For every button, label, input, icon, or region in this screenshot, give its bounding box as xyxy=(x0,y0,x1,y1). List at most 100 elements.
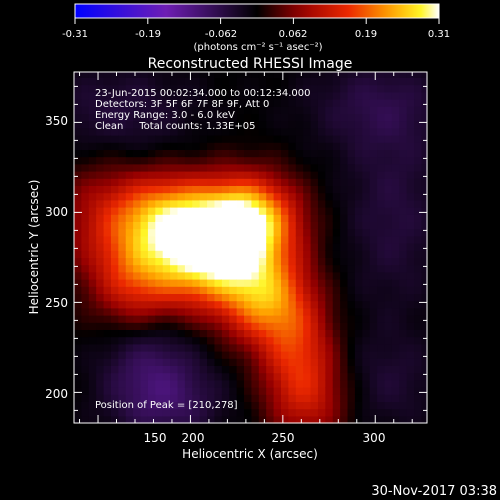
heatmap-cell xyxy=(125,235,134,244)
heatmap-cell xyxy=(340,207,349,215)
heatmap-cell xyxy=(199,135,208,143)
heatmap-cell xyxy=(317,300,326,309)
heatmap-cell xyxy=(332,192,341,201)
heatmap-cell xyxy=(177,329,186,338)
heatmap-cell xyxy=(377,279,386,287)
heatmap-cell xyxy=(362,178,371,186)
heatmap-cell xyxy=(96,415,105,424)
heatmap-cell xyxy=(295,127,304,136)
heatmap-cell xyxy=(391,408,400,417)
heatmap-cell xyxy=(340,250,349,258)
heatmap-cell xyxy=(244,72,253,78)
heatmap-cell xyxy=(310,408,319,417)
heatmap-cell xyxy=(192,235,201,244)
heatmap-cell xyxy=(133,329,142,338)
heatmap-cell xyxy=(251,142,260,150)
heatmap-cell xyxy=(177,77,186,86)
heatmap-cell xyxy=(303,322,312,330)
heatmap-cell xyxy=(414,279,423,287)
heatmap-cell xyxy=(103,415,112,424)
heatmap-cell xyxy=(229,235,238,244)
heatmap-cell xyxy=(280,315,289,323)
heatmap-cell xyxy=(192,99,201,107)
heatmap-cell xyxy=(133,300,142,309)
heatmap-cell xyxy=(221,171,230,179)
heatmap-cell xyxy=(125,185,134,194)
heatmap-cell xyxy=(280,286,289,294)
heatmap-cell xyxy=(147,336,156,345)
heatmap-cell xyxy=(221,185,230,194)
heatmap-cell xyxy=(414,329,423,338)
heatmap-cell xyxy=(103,307,112,316)
heatmap-cell xyxy=(221,113,230,122)
heatmap-cell xyxy=(170,127,179,136)
heatmap-cell xyxy=(310,415,319,424)
heatmap-cell xyxy=(96,372,105,381)
heatmap-cell xyxy=(288,221,297,230)
heatmap-cell xyxy=(347,286,356,294)
heatmap-cell xyxy=(103,394,112,402)
heatmap-cell xyxy=(310,228,319,237)
heatmap-cell xyxy=(391,178,400,186)
heatmap-cell xyxy=(421,178,428,186)
heatmap-cell xyxy=(310,271,319,280)
heatmap-cell xyxy=(414,84,423,93)
heatmap-cell xyxy=(207,300,216,309)
heatmap-cell xyxy=(317,315,326,323)
heatmap-cell xyxy=(170,307,179,316)
heatmap-cell xyxy=(258,415,267,424)
heatmap-cell xyxy=(118,401,127,410)
heatmap-cell xyxy=(325,228,334,237)
heatmap-cell xyxy=(310,300,319,309)
heatmap-cell xyxy=(207,336,216,345)
heatmap-cell xyxy=(317,113,326,122)
heatmap-cell xyxy=(273,163,282,172)
heatmap-cell xyxy=(258,91,267,100)
heatmap-cell xyxy=(384,135,393,143)
heatmap-cell xyxy=(414,322,423,330)
heatmap-cell xyxy=(125,365,134,374)
heatmap-cell xyxy=(170,185,179,194)
heatmap-cell xyxy=(399,401,408,410)
heatmap-cell xyxy=(369,243,378,251)
heatmap-cell xyxy=(170,192,179,201)
heatmap-cell xyxy=(303,286,312,294)
heatmap-cell xyxy=(288,214,297,222)
heatmap-cell xyxy=(406,343,415,352)
heatmap-cell xyxy=(369,106,378,114)
heatmap-cell xyxy=(266,351,275,359)
heatmap-cell xyxy=(251,286,260,294)
heatmap-cell xyxy=(221,72,230,78)
heatmap-cell xyxy=(421,72,428,78)
heatmap-cell xyxy=(170,286,179,294)
heatmap-cell xyxy=(199,408,208,417)
heatmap-cell xyxy=(317,185,326,194)
heatmap-cell xyxy=(280,372,289,381)
heatmap-cell xyxy=(399,235,408,244)
heatmap-cell xyxy=(110,171,119,179)
heatmap-cell xyxy=(236,387,245,395)
heatmap-cell xyxy=(399,127,408,136)
heatmap-cell xyxy=(244,315,253,323)
heatmap-cell xyxy=(177,163,186,172)
heatmap-cell xyxy=(266,120,275,129)
heatmap-cell xyxy=(377,394,386,402)
heatmap-cell xyxy=(421,84,428,93)
heatmap-cell xyxy=(317,394,326,402)
heatmap-cell xyxy=(133,221,142,230)
heatmap-cell xyxy=(258,221,267,230)
heatmap-cell xyxy=(155,235,164,244)
heatmap-cell xyxy=(229,163,238,172)
heatmap-cell xyxy=(332,178,341,186)
heatmap-cell xyxy=(96,379,105,388)
heatmap-cell xyxy=(236,279,245,287)
heatmap-cell xyxy=(236,336,245,345)
heatmap-cell xyxy=(317,178,326,186)
heatmap-cell xyxy=(332,401,341,410)
heatmap-cell xyxy=(81,84,90,93)
heatmap-cell xyxy=(207,271,216,280)
heatmap-cell xyxy=(103,329,112,338)
heatmap-cell xyxy=(199,307,208,316)
heatmap-cell xyxy=(340,401,349,410)
heatmap-cell xyxy=(221,99,230,107)
